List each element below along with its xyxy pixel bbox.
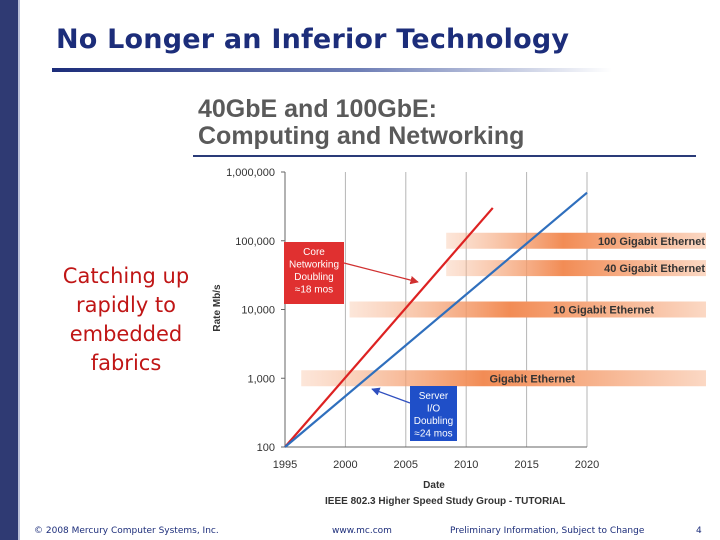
- x-tick-label: 2000: [333, 459, 357, 471]
- title-underline: [52, 68, 612, 72]
- footer-copyright: © 2008 Mercury Computer Systems, Inc.: [34, 526, 219, 536]
- left-accent-bar: [0, 0, 18, 540]
- x-axis-label: Date: [423, 480, 445, 491]
- footer-page-number: 4: [696, 526, 702, 536]
- callout-text: Server: [419, 391, 449, 402]
- trend-line: [284, 207, 494, 448]
- ethernet-band: [446, 260, 706, 277]
- callout-arrow: [371, 387, 411, 404]
- ethernet-band-label: 40 Gigabit Ethernet: [604, 263, 705, 275]
- callout-arrow: [343, 262, 419, 285]
- callout-text: Networking: [289, 260, 339, 271]
- chart-title: 40GbE and 100GbE: Computing and Networki…: [198, 96, 524, 150]
- y-tick-label: 100: [257, 442, 275, 454]
- callout-text: ≈24 mos: [414, 429, 452, 440]
- footer-url: www.mc.com: [332, 526, 392, 536]
- footer-notice: Preliminary Information, Subject to Chan…: [450, 526, 645, 536]
- side-caption-line: Catching up: [62, 264, 190, 288]
- chart-source: IEEE 802.3 Higher Speed Study Group - TU…: [325, 496, 565, 507]
- side-caption: Catching up rapidly to embedded fabrics: [46, 262, 206, 378]
- side-caption-line: fabrics: [90, 351, 162, 375]
- chart-title-line-2: Computing and Networking: [198, 122, 525, 150]
- y-tick-label: 1,000: [247, 373, 275, 385]
- x-tick-label: 2015: [514, 459, 538, 471]
- callout-text: Doubling: [414, 416, 453, 427]
- ethernet-band-label: Gigabit Ethernet: [489, 373, 575, 385]
- left-accent-stripe: [18, 0, 20, 540]
- callout-box: [410, 386, 457, 441]
- y-tick-label: 100,000: [235, 236, 275, 248]
- chart-title-rule: [193, 155, 696, 157]
- ethernet-band-label: 100 Gigabit Ethernet: [598, 236, 705, 248]
- slide-title: No Longer an Inferior Technology: [56, 24, 570, 55]
- x-tick-label: 2010: [454, 459, 478, 471]
- ethernet-band: [446, 232, 706, 249]
- trend-line: [284, 191, 588, 448]
- x-tick-label: 2005: [394, 459, 418, 471]
- side-caption-line: embedded: [69, 322, 183, 346]
- callout-text: ≈18 mos: [295, 285, 333, 296]
- callout-text: I/O: [427, 404, 441, 415]
- callout-box: [284, 242, 344, 304]
- x-tick-label: 2020: [575, 459, 599, 471]
- callout-text: Core: [303, 247, 325, 258]
- side-caption-line: rapidly to: [75, 293, 177, 317]
- ethernet-band: [301, 370, 706, 387]
- y-tick-label: 1,000,000: [226, 167, 275, 179]
- callout-text: Doubling: [294, 272, 333, 283]
- x-tick-label: 1995: [273, 459, 297, 471]
- chart-title-line-1: 40GbE and 100GbE:: [198, 95, 437, 123]
- ethernet-band: [349, 301, 706, 318]
- y-tick-label: 10,000: [241, 305, 275, 317]
- ethernet-band-label: 10 Gigabit Ethernet: [553, 305, 654, 317]
- y-axis-label: Rate Mb/s: [212, 284, 223, 332]
